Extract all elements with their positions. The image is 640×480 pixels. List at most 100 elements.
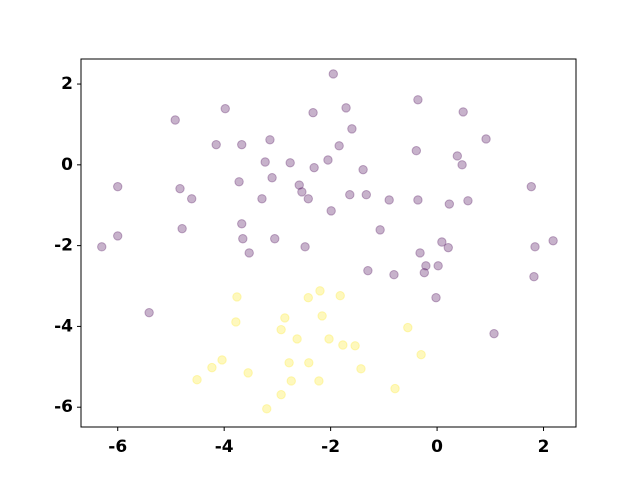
x-tick-label: -6 xyxy=(108,437,127,457)
y-tick-label: 2 xyxy=(61,74,73,94)
point xyxy=(175,183,185,194)
point xyxy=(375,225,385,235)
point xyxy=(421,261,431,271)
point xyxy=(276,324,286,335)
point xyxy=(328,69,338,79)
point xyxy=(338,340,348,350)
point xyxy=(419,267,430,278)
point xyxy=(292,334,302,344)
point xyxy=(350,341,360,351)
point xyxy=(284,358,294,368)
point xyxy=(530,242,540,252)
point xyxy=(317,311,327,321)
point xyxy=(170,115,180,125)
y-tick-label: -6 xyxy=(54,397,73,417)
point xyxy=(463,196,473,206)
y-tick-label: -2 xyxy=(54,236,73,256)
point xyxy=(356,364,366,374)
point xyxy=(314,376,324,386)
x-tick-label: -4 xyxy=(215,437,234,457)
point xyxy=(144,307,154,318)
point xyxy=(443,242,453,253)
point xyxy=(433,261,443,271)
point xyxy=(262,404,272,414)
x-tick-label: 0 xyxy=(431,437,443,457)
point xyxy=(437,237,447,247)
point xyxy=(345,190,355,200)
point xyxy=(276,389,286,400)
point xyxy=(413,195,423,205)
point xyxy=(347,124,357,134)
point xyxy=(431,293,441,303)
y-tick-label: 0 xyxy=(61,155,73,175)
point xyxy=(529,272,539,282)
point xyxy=(457,160,467,170)
point xyxy=(335,291,345,301)
point xyxy=(304,358,314,368)
point xyxy=(481,134,491,144)
point xyxy=(452,151,463,161)
point xyxy=(323,155,333,165)
point xyxy=(270,234,280,244)
point xyxy=(315,286,325,296)
point xyxy=(548,236,558,246)
point xyxy=(361,190,371,200)
point xyxy=(384,195,394,205)
point xyxy=(489,328,499,339)
point xyxy=(113,231,123,241)
point xyxy=(280,313,290,323)
point xyxy=(265,135,275,145)
point xyxy=(363,265,373,276)
point xyxy=(257,194,267,204)
point xyxy=(309,162,319,173)
point xyxy=(411,145,422,156)
point xyxy=(211,139,221,150)
point xyxy=(237,139,247,150)
plot-frame xyxy=(80,58,577,428)
y-tick-label: -4 xyxy=(54,316,73,336)
point xyxy=(326,206,336,216)
point xyxy=(286,376,296,386)
point xyxy=(303,293,313,303)
point xyxy=(237,219,247,229)
point xyxy=(113,181,123,192)
point xyxy=(416,349,426,360)
point xyxy=(444,199,455,209)
point xyxy=(243,368,253,378)
point xyxy=(217,355,227,365)
point xyxy=(324,334,334,344)
point xyxy=(303,194,313,204)
point xyxy=(334,141,344,151)
point xyxy=(207,362,217,373)
point xyxy=(260,157,270,167)
point xyxy=(220,103,230,114)
point xyxy=(389,270,399,280)
point xyxy=(297,187,307,197)
point xyxy=(458,107,468,117)
x-tick-label: 2 xyxy=(538,437,550,457)
point xyxy=(358,164,368,175)
point xyxy=(308,108,318,118)
point xyxy=(97,242,107,252)
point xyxy=(300,242,310,252)
point xyxy=(403,322,413,333)
x-tick-label: -2 xyxy=(321,437,340,457)
point xyxy=(413,95,423,105)
point xyxy=(238,234,248,244)
point xyxy=(192,375,202,385)
point xyxy=(390,383,400,394)
point xyxy=(234,177,244,187)
point xyxy=(294,180,304,190)
point xyxy=(526,181,536,192)
point xyxy=(231,317,241,327)
point xyxy=(285,158,295,168)
point xyxy=(244,248,254,258)
point xyxy=(341,103,351,113)
point xyxy=(177,223,187,234)
point xyxy=(232,292,242,302)
point xyxy=(187,194,197,204)
point xyxy=(415,248,425,258)
point xyxy=(267,173,277,183)
